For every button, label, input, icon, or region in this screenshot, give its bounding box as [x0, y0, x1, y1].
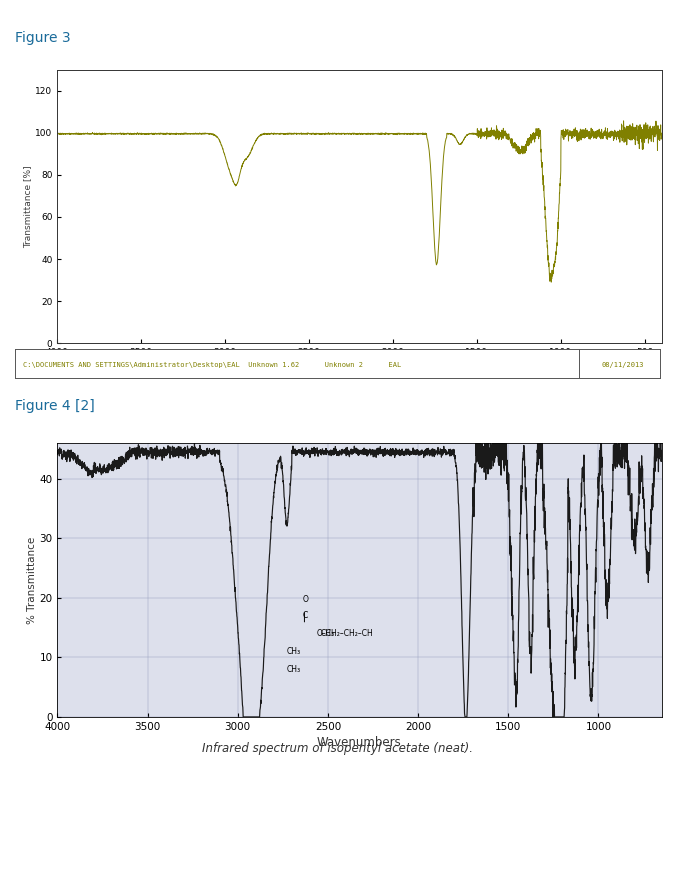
Text: CH₃: CH₃: [286, 647, 300, 656]
Text: O: O: [302, 595, 308, 604]
Text: O–CH₂–CH₂–CH: O–CH₂–CH₂–CH: [317, 629, 374, 638]
Text: Figure 3: Figure 3: [15, 30, 70, 44]
Text: CH₃: CH₃: [286, 665, 300, 673]
Y-axis label: Transmittance [%]: Transmittance [%]: [24, 165, 32, 248]
Text: CH₃: CH₃: [321, 629, 335, 638]
X-axis label: Wavenumbers: Wavenumbers: [317, 736, 402, 749]
Y-axis label: % Transmittance: % Transmittance: [26, 536, 36, 624]
Text: Infrared spectrum of isopentyl acetate (neat).: Infrared spectrum of isopentyl acetate (…: [202, 741, 473, 754]
Text: C:\DOCUMENTS AND SETTINGS\Administrator\Desktop\EAL  Unknown 1.62      Unknown 2: C:\DOCUMENTS AND SETTINGS\Administrator\…: [22, 362, 401, 368]
Text: 08/11/2013: 08/11/2013: [601, 362, 644, 368]
Text: Figure 4 [2]: Figure 4 [2]: [15, 399, 95, 413]
Text: C: C: [302, 611, 308, 620]
X-axis label: Wavenumber cm-1: Wavenumber cm-1: [310, 360, 409, 370]
